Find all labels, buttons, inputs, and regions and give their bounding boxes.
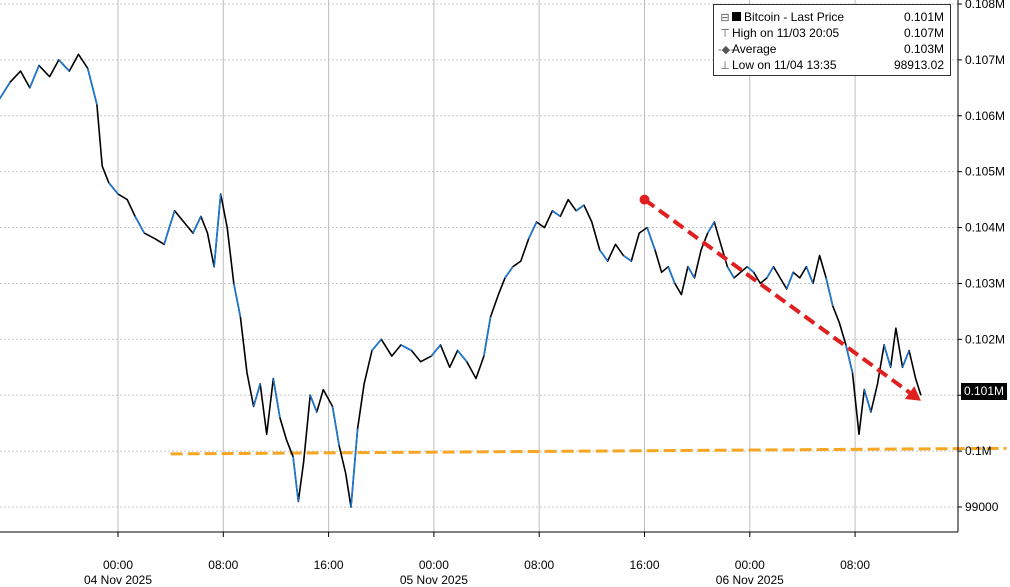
price-line-accent xyxy=(863,389,872,413)
price-line-accent xyxy=(901,350,910,368)
price-line-accent xyxy=(350,428,359,508)
y-tick-label: 0.107M xyxy=(965,53,1005,67)
legend: ⊟ Bitcoin - Last Price 0.101M ⊤ High on 11… xyxy=(713,4,951,76)
y-tick-label: 0.105M xyxy=(965,165,1005,179)
x-tick-label: 08:00 xyxy=(524,558,554,572)
average-marker-icon: -◆- xyxy=(718,44,734,56)
price-line-accent xyxy=(527,221,538,240)
y-tick-label: 99000 xyxy=(965,500,999,514)
price-line-accent xyxy=(785,271,794,290)
y-tick-label: 0.1M xyxy=(965,444,992,458)
price-line-accent xyxy=(687,266,696,279)
y-axis-ticks: 0.108M 0.107M 0.106M 0.105M 0.104M 0.103M 0.10… xyxy=(958,0,1005,514)
x-date-label: 05 Nov 2025 xyxy=(400,573,468,587)
price-line-accent xyxy=(0,81,11,100)
legend-label: Bitcoin - Last Price xyxy=(744,10,845,24)
price-line-accent xyxy=(400,344,412,352)
price-line-accent xyxy=(706,221,715,234)
trend-arrowhead xyxy=(904,386,921,401)
black-square-icon xyxy=(732,12,741,21)
y-tick-label: 0.103M xyxy=(965,276,1005,290)
support-line xyxy=(170,446,1007,456)
price-line-accent xyxy=(86,68,98,105)
grid-lines xyxy=(0,0,958,532)
legend-row-last-price: ⊟ Bitcoin - Last Price 0.101M xyxy=(718,9,944,25)
x-axis-ticks: 00:00 08:00 16:00 00:00 08:00 16:00 00:00 08:00… xyxy=(84,532,870,587)
low-marker-icon: ⊥ xyxy=(720,60,730,72)
y-tick-label: 0.104M xyxy=(965,221,1005,235)
price-line-accent xyxy=(292,456,300,502)
price-line-accent xyxy=(58,59,70,72)
y-tick-label: 0.106M xyxy=(965,109,1005,123)
price-line-accent xyxy=(575,204,585,212)
x-tick-label: 00:00 xyxy=(419,558,449,572)
price-line-accent xyxy=(845,344,854,374)
price-line-accent xyxy=(599,249,609,262)
price-line-accent xyxy=(883,344,892,368)
x-tick-label: 00:00 xyxy=(735,558,765,572)
price-line-accent xyxy=(252,383,261,407)
trend-line xyxy=(643,197,911,395)
legend-value: 0.107M xyxy=(903,26,944,40)
price-line-accent xyxy=(766,266,775,279)
trend-arrow xyxy=(639,194,921,401)
price-line-accent xyxy=(108,182,119,195)
legend-label: High on 11/03 20:05 xyxy=(732,26,840,40)
price-line-accent xyxy=(746,266,755,273)
x-date-label: 06 Nov 2025 xyxy=(716,573,784,587)
legend-value: 0.101M xyxy=(903,10,944,24)
price-line-accent xyxy=(667,266,676,284)
price-line-accent xyxy=(331,406,340,446)
legend-label: Low on 11/04 13:35 xyxy=(732,58,837,72)
collapse-icon: ⊟ xyxy=(720,12,730,24)
price-line-accent xyxy=(309,394,318,413)
price-line-accent xyxy=(456,350,468,363)
legend-row-average: -◆-Average 0.103M xyxy=(718,41,944,57)
x-tick-label: 00:00 xyxy=(103,558,133,572)
price-line-accent xyxy=(29,65,40,89)
price-line-accent xyxy=(825,277,834,306)
price-line-accent xyxy=(134,215,146,234)
x-date-label: 04 Nov 2025 xyxy=(84,573,152,587)
price-line-accent xyxy=(192,216,202,234)
price-line-accent xyxy=(483,316,492,357)
legend-row-high: ⊤ High on 11/03 20:05 0.107M xyxy=(718,25,944,41)
y-tick-label: 0.102M xyxy=(965,332,1005,346)
price-line-accent xyxy=(213,193,222,267)
price-line-accent xyxy=(272,378,281,418)
price-line-accent xyxy=(371,338,382,352)
x-tick-label: 08:00 xyxy=(208,558,238,572)
high-marker-icon: ⊤ xyxy=(720,28,730,40)
x-tick-label: 16:00 xyxy=(629,558,659,572)
last-price-tag: 0.101M xyxy=(961,383,1007,400)
price-line-accent xyxy=(726,266,735,279)
price-line-accent xyxy=(646,227,656,251)
x-tick-label: 08:00 xyxy=(840,558,870,572)
support-line-dashed xyxy=(170,446,1007,456)
legend-value: 98913.02 xyxy=(893,58,944,72)
y-tick-label: 0.108M xyxy=(965,0,1005,11)
price-line-accent xyxy=(805,266,814,284)
x-tick-label: 16:00 xyxy=(314,558,344,572)
price-line-accent xyxy=(163,210,176,245)
price-line-accent xyxy=(622,254,632,262)
price-line-accent xyxy=(233,283,242,318)
price-line-accent xyxy=(551,210,561,218)
legend-row-low: ⊥ Low on 11/04 13:35 98913.02 xyxy=(718,57,944,73)
price-line xyxy=(0,53,922,508)
legend-value: 0.103M xyxy=(903,42,944,56)
price-line-accent xyxy=(504,266,514,279)
price-series xyxy=(0,53,922,508)
price-line-accent xyxy=(430,344,442,357)
legend-label: Average xyxy=(732,42,777,56)
